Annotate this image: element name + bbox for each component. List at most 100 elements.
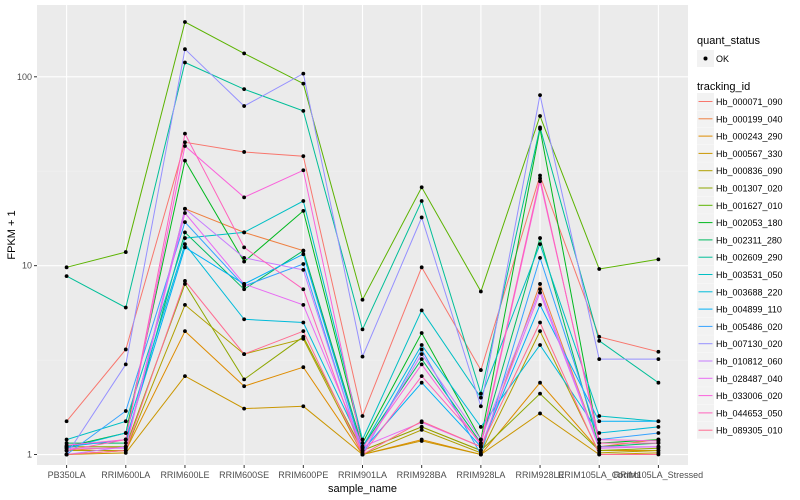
x-tick-label-2: RRIM600LE [160,470,209,480]
point-Hb_007130_020-7 [478,404,483,409]
x-tick-label-6: RRIM928BA [397,470,447,480]
legend-label-Hb_000199_040: Hb_000199_040 [716,114,783,124]
point-Hb_003688_220-3 [242,317,247,322]
point-Hb_028487_040-8 [538,290,542,295]
legend-label-Hb_010812_060: Hb_010812_060 [716,357,783,367]
point-Hb_003531_050-2 [183,236,187,240]
point-Hb_000071_090-5 [360,414,365,418]
point-Hb_010812_060-7 [478,437,483,442]
point-Hb_033006_020-6 [419,362,424,367]
point-Hb_000071_090-3 [242,150,247,154]
point-Hb_000071_090-4 [301,154,306,159]
point-Hb_004899_110-10 [656,419,661,424]
y-axis: 1 10 100 [17,72,37,460]
point-Hb_000071_090-8 [538,173,542,178]
point-Hb_044653_050-3 [242,245,247,250]
point-Hb_033006_020-5 [360,446,365,451]
point-Hb_028487_040-4 [301,302,306,307]
point-Hb_001627_010-2 [183,20,187,24]
point-Hb_000836_090-6 [419,428,424,432]
point-Hb_003531_050-9 [597,414,602,418]
legend-label-Hb_007130_020: Hb_007130_020 [716,339,783,349]
point-Hb_044653_050-9 [597,441,602,445]
legend-title-quant-status: quant_status [697,35,760,47]
legend-label-Hb_000243_290: Hb_000243_290 [716,132,783,142]
point-Hb_001627_010-10 [656,257,661,262]
point-Hb_004899_110-9 [597,419,602,424]
point-Hb_033006_020-2 [183,144,187,148]
point-Hb_004899_110-2 [183,245,187,250]
point-Hb_003531_050-1 [123,419,128,424]
point-Hb_000836_090-2 [183,302,187,307]
point-Hb_005486_020-4 [301,262,306,266]
point-Hb_002609_290-2 [183,60,187,65]
point-Hb_000071_090-10 [656,349,661,354]
point-Hb_089305_010-10 [656,452,661,457]
point-Hb_000567_330-3 [242,406,247,411]
x-tick-label-5: RRIM901LA [338,470,387,480]
point-Hb_002609_290-1 [123,305,128,310]
legend-label-Hb_003531_050: Hb_003531_050 [716,270,783,280]
x-tick-label-8: RRIM928LE [516,470,565,480]
x-axis: PB350LA RRIM600LA RRIM600LE RRIM600SE RRIM60… [48,465,703,480]
point-Hb_010812_060-2 [183,206,187,211]
point-Hb_001627_010-8 [538,114,542,118]
point-Hb_001627_010-4 [301,81,306,86]
point-Hb_007130_020-3 [242,104,247,108]
point-Hb_002311_280-3 [242,287,247,292]
legend-title-tracking-id: tracking_id [697,81,750,93]
point-Hb_010812_060-4 [301,267,306,272]
point-Hb_000243_290-8 [538,380,542,385]
point-Hb_002053_180-3 [242,259,247,264]
legend-label-Hb_003688_220: Hb_003688_220 [716,287,783,297]
point-Hb_028487_040-10 [656,444,661,449]
point-Hb_044653_050-7 [478,441,483,445]
x-tick-label-3: RRIM600SE [219,470,269,480]
point-Hb_002609_290-5 [360,327,365,332]
point-Hb_000243_290-2 [183,329,187,334]
point-Hb_000199_040-8 [538,282,542,286]
point-Hb_044653_050-2 [183,131,187,136]
point-Hb_044653_050-1 [123,437,128,442]
point-Hb_000567_330-8 [538,411,542,416]
point-Hb_010812_060-3 [242,255,247,260]
point-Hb_002609_290-0 [64,274,69,279]
point-Hb_002053_180-5 [360,441,365,445]
point-Hb_028487_040-3 [242,282,247,286]
point-Hb_002053_180-6 [419,331,424,335]
legend-label-Hb_044653_050: Hb_044653_050 [716,408,783,418]
point-Hb_000071_090-9 [597,334,602,339]
point-Hb_003531_050-3 [242,230,247,235]
point-Hb_044653_050-0 [64,448,69,453]
point-Hb_007130_020-8 [538,93,542,98]
point-Hb_003531_050-6 [419,308,424,313]
series-points [64,20,661,457]
point-Hb_002311_280-6 [419,357,424,362]
point-Hb_033006_020-0 [64,443,69,448]
point-Hb_004899_110-4 [301,252,306,257]
legend-label-Hb_005486_020: Hb_005486_020 [716,322,783,332]
legend-label-Hb_028487_040: Hb_028487_040 [716,374,783,384]
point-Hb_033006_020-8 [538,179,542,184]
legend-label-Hb_002311_280: Hb_002311_280 [716,235,782,245]
point-Hb_003688_220-4 [301,320,306,325]
point-Hb_003531_050-0 [64,437,69,442]
point-Hb_007130_020-1 [123,362,128,367]
point-Hb_003688_220-1 [123,431,128,435]
point-Hb_044653_050-4 [301,287,306,292]
point-Hb_001627_010-5 [360,297,365,302]
point-Hb_007130_020-6 [419,215,424,220]
point-Hb_003531_050-4 [301,199,306,203]
point-Hb_003531_050-7 [478,395,483,400]
point-Hb_003531_050-8 [538,242,542,247]
x-tick-label-1: RRIM600LA [101,470,150,480]
point-Hb_089305_010-6 [419,419,424,424]
point-Hb_089305_010-2 [183,279,187,283]
point-Hb_033006_020-4 [301,168,306,173]
point-Hb_003688_220-10 [656,425,661,429]
legend-label-Hb_089305_010: Hb_089305_010 [716,426,783,436]
point-Hb_002609_290-9 [597,338,602,343]
point-Hb_000243_290-4 [301,365,306,370]
point-Hb_089305_010-4 [301,329,306,334]
legend-label-Hb_004899_110: Hb_004899_110 [716,305,782,315]
